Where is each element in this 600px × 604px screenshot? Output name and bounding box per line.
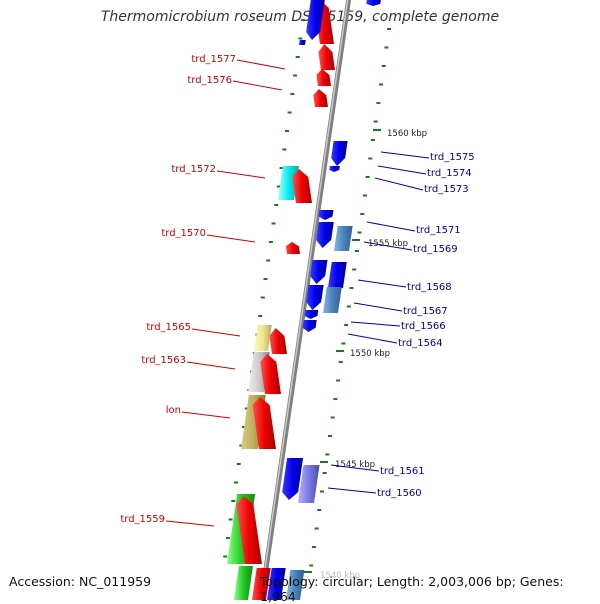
gene-label-right[interactable]: trd_1564 [347, 333, 443, 349]
gene-block[interactable] [267, 568, 286, 600]
gene-label-text: trd_1560 [377, 488, 422, 499]
gene-label-text: trd_1568 [407, 282, 452, 293]
gene-label-left[interactable]: trd_1577 [191, 54, 286, 70]
accession-text: Accession: NC_011959 [9, 574, 152, 589]
gene-label-text: trd_1572 [171, 164, 216, 175]
gene-block[interactable] [316, 222, 334, 248]
gene-block[interactable] [329, 166, 340, 172]
scale-mark: 1550 kbp [336, 349, 390, 359]
gene-block[interactable] [306, 0, 325, 40]
scale-mark-label: 1550 kbp [350, 349, 390, 359]
gene-label-text: trd_1561 [380, 466, 425, 477]
gene-block[interactable] [366, 0, 381, 6]
gene-label-text: trd_1566 [401, 321, 446, 332]
gene-label-text: trd_1573 [424, 184, 469, 195]
gene-label-right[interactable]: trd_1566 [350, 321, 446, 332]
scale-mark-label: 1560 kbp [387, 129, 427, 139]
gene-block[interactable] [306, 285, 324, 310]
gene-label-right[interactable]: trd_1569 [363, 241, 458, 255]
gene-block[interactable] [278, 166, 299, 200]
scale-mark-label: 1555 kbp [368, 239, 408, 249]
gene-label-text: trd_1571 [416, 225, 461, 236]
scale-mark: 1545 kbp [320, 460, 375, 470]
gene-label-left[interactable]: lon [166, 405, 231, 419]
gene-label-right[interactable]: trd_1568 [357, 279, 452, 293]
gene-label-text: trd_1567 [403, 306, 448, 317]
gene-block[interactable] [323, 287, 342, 313]
gene-block[interactable] [285, 242, 300, 254]
gene-block[interactable] [318, 210, 334, 220]
gene-label-text: trd_1565 [146, 322, 191, 333]
gene-label-left[interactable]: trd_1565 [146, 322, 241, 337]
genome-backbone-highlight [259, 0, 349, 600]
gene-label-left[interactable]: trd_1572 [171, 164, 266, 179]
gene-label-text: trd_1570 [161, 228, 206, 239]
scale-mark: 1555 kbp [352, 239, 408, 249]
gene-block[interactable] [334, 226, 353, 251]
gene-block[interactable] [299, 40, 306, 45]
gene-label-right[interactable]: trd_1560 [327, 487, 422, 499]
scale-mark: 1540 kbp [304, 571, 360, 581]
gene-label-left[interactable]: trd_1576 [187, 75, 283, 91]
scale-mark-label: 1545 kbp [335, 460, 375, 470]
gene-block[interactable] [236, 496, 262, 564]
scale-mark: 1560 kbp [373, 129, 427, 139]
gene-label-text: trd_1574 [427, 168, 472, 179]
gene-label-right[interactable]: trd_1561 [330, 464, 425, 477]
gene-block[interactable] [260, 354, 281, 394]
map-title: Thermomicrobium roseum DSM 5159, complet… [100, 9, 500, 25]
gene-block[interactable] [254, 325, 272, 351]
scale-mark-label: 1540 kbp [320, 571, 360, 581]
gene-block[interactable] [298, 465, 320, 503]
gene-block[interactable] [318, 44, 335, 70]
gene-label-text: trd_1569 [413, 244, 458, 255]
gene-block[interactable] [286, 570, 305, 600]
gene-block[interactable] [316, 69, 331, 86]
track-ticks [223, 19, 392, 567]
gene-block[interactable] [292, 169, 312, 203]
gene-block[interactable] [252, 397, 276, 449]
gene-block[interactable] [252, 568, 271, 600]
genome-backbone [258, 0, 352, 600]
gene-block[interactable] [269, 328, 287, 354]
gene-block[interactable] [328, 262, 347, 288]
gene-block[interactable] [302, 320, 317, 332]
gene-label-left[interactable]: trd_1570 [161, 228, 256, 243]
gene-label-right[interactable]: trd_1573 [374, 177, 469, 195]
gene-block[interactable] [234, 566, 253, 600]
gene-label-left[interactable]: trd_1563 [141, 355, 236, 370]
gene-block[interactable] [331, 141, 348, 166]
gene-label-text: trd_1564 [398, 338, 443, 349]
gene-label-text: trd_1559 [120, 514, 165, 525]
gene-label-text: lon [166, 405, 181, 416]
gene-features [227, 0, 381, 600]
gene-block[interactable] [313, 89, 328, 107]
gene-label-right[interactable]: trd_1567 [353, 302, 448, 317]
gene-label-text: trd_1576 [187, 75, 232, 86]
gene-label-right[interactable]: trd_1574 [377, 165, 472, 179]
gene-label-left[interactable]: trd_1559 [120, 514, 215, 527]
gene-label-text: trd_1575 [430, 152, 475, 163]
gene-block[interactable] [310, 260, 328, 284]
gene-block[interactable] [304, 310, 319, 319]
gene-label-text: trd_1563 [141, 355, 186, 366]
gene-block[interactable] [282, 458, 304, 500]
gene-label-right[interactable]: trd_1571 [366, 221, 461, 236]
gene-label-right[interactable]: trd_1575 [380, 151, 475, 163]
gene-label-text: trd_1577 [191, 54, 236, 65]
